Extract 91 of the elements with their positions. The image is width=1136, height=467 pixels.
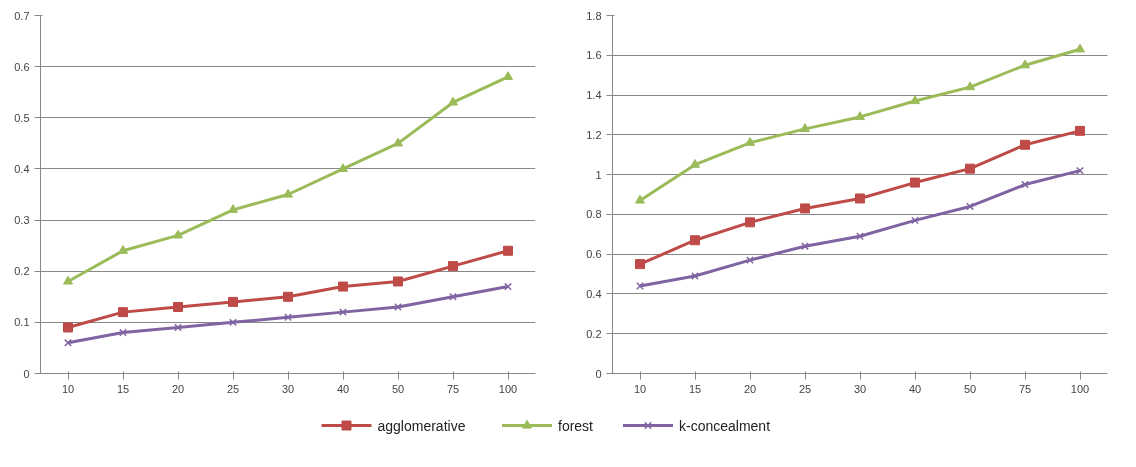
x-tick-label: 15 [688,382,702,395]
point [800,123,810,132]
point [503,71,513,80]
point [966,202,974,211]
x-tick-label: 25 [798,382,812,395]
point [504,282,512,291]
y-tick-label: 1.6 [586,49,602,62]
point [965,163,975,174]
x-tick-label: 50 [963,382,977,395]
point [173,229,183,239]
point [911,216,919,225]
point [965,81,975,91]
y-tick-label: 0.2 [586,327,602,340]
y-tick-label: 1 [595,168,602,181]
x-tick-label: 50 [391,382,405,395]
point [1075,125,1085,136]
point [228,296,238,307]
point [1020,59,1030,69]
x-tick-label: 25 [226,382,240,395]
point [283,188,293,198]
x-tick-label: 75 [1018,382,1032,395]
point [691,272,699,280]
point [855,193,865,204]
point [448,96,458,106]
y-tick-label: 1.8 [586,9,602,22]
y-tick-label: 0.4 [586,287,602,300]
x-tick-label: 100 [1070,382,1090,395]
y-tick-label: 0.3 [14,214,30,227]
y-tick-label: 1.2 [586,128,602,141]
x-tick-label: 30 [281,382,295,395]
y-tick-label: 1.4 [586,89,602,102]
x-tick-label: 15 [116,382,130,395]
y-tick-label: 0.1 [14,316,30,329]
x-tick-label: 40 [908,382,922,395]
point [1075,43,1085,53]
point [448,261,458,272]
x-tick-label: 100 [498,382,518,395]
point [690,158,700,168]
point [284,313,292,322]
point [64,338,72,347]
point [635,259,645,270]
point [1076,166,1084,175]
point [173,302,183,313]
point [394,303,402,311]
x-tick-label: 10 [633,382,647,395]
point [856,232,864,241]
point [745,217,755,228]
y-tick-label: 0.7 [14,9,30,22]
y-tick-label: 0.2 [14,265,30,278]
point [910,177,920,188]
point [393,276,403,287]
x-tick-label: 40 [336,382,350,395]
point [283,291,293,302]
legend-label: k-concealment [679,417,771,434]
point [393,137,403,147]
point [800,203,810,214]
x-tick-label: 20 [171,382,185,395]
point [910,95,920,105]
point [449,292,457,301]
y-tick-label: 0 [23,367,30,380]
y-tick-label: 0.6 [586,248,602,261]
point [745,137,755,146]
legend-label: agglomerative [377,417,466,434]
point [174,323,182,332]
point [338,281,348,292]
x-tick-label: 75 [446,382,460,395]
point [855,111,865,121]
point [690,235,700,246]
point [338,163,348,173]
point [228,204,238,213]
y-tick-label: 0.8 [586,208,602,221]
point [1021,180,1029,189]
legend-label: forest [558,417,594,434]
y-tick-label: 0.6 [14,60,30,73]
point [229,318,237,327]
x-tick-label: 30 [853,382,867,395]
y-tick-label: 0.4 [14,162,30,175]
point [339,308,347,317]
point [1020,139,1030,150]
point [503,245,513,256]
x-tick-label: 20 [743,382,757,395]
y-tick-label: 0 [595,367,602,380]
point [636,282,644,290]
point [119,328,127,337]
point [63,322,73,333]
point [118,307,128,318]
point [635,194,645,204]
x-tick-label: 10 [61,382,75,395]
point [118,245,128,254]
y-tick-label: 0.5 [14,111,30,124]
point [63,275,73,285]
